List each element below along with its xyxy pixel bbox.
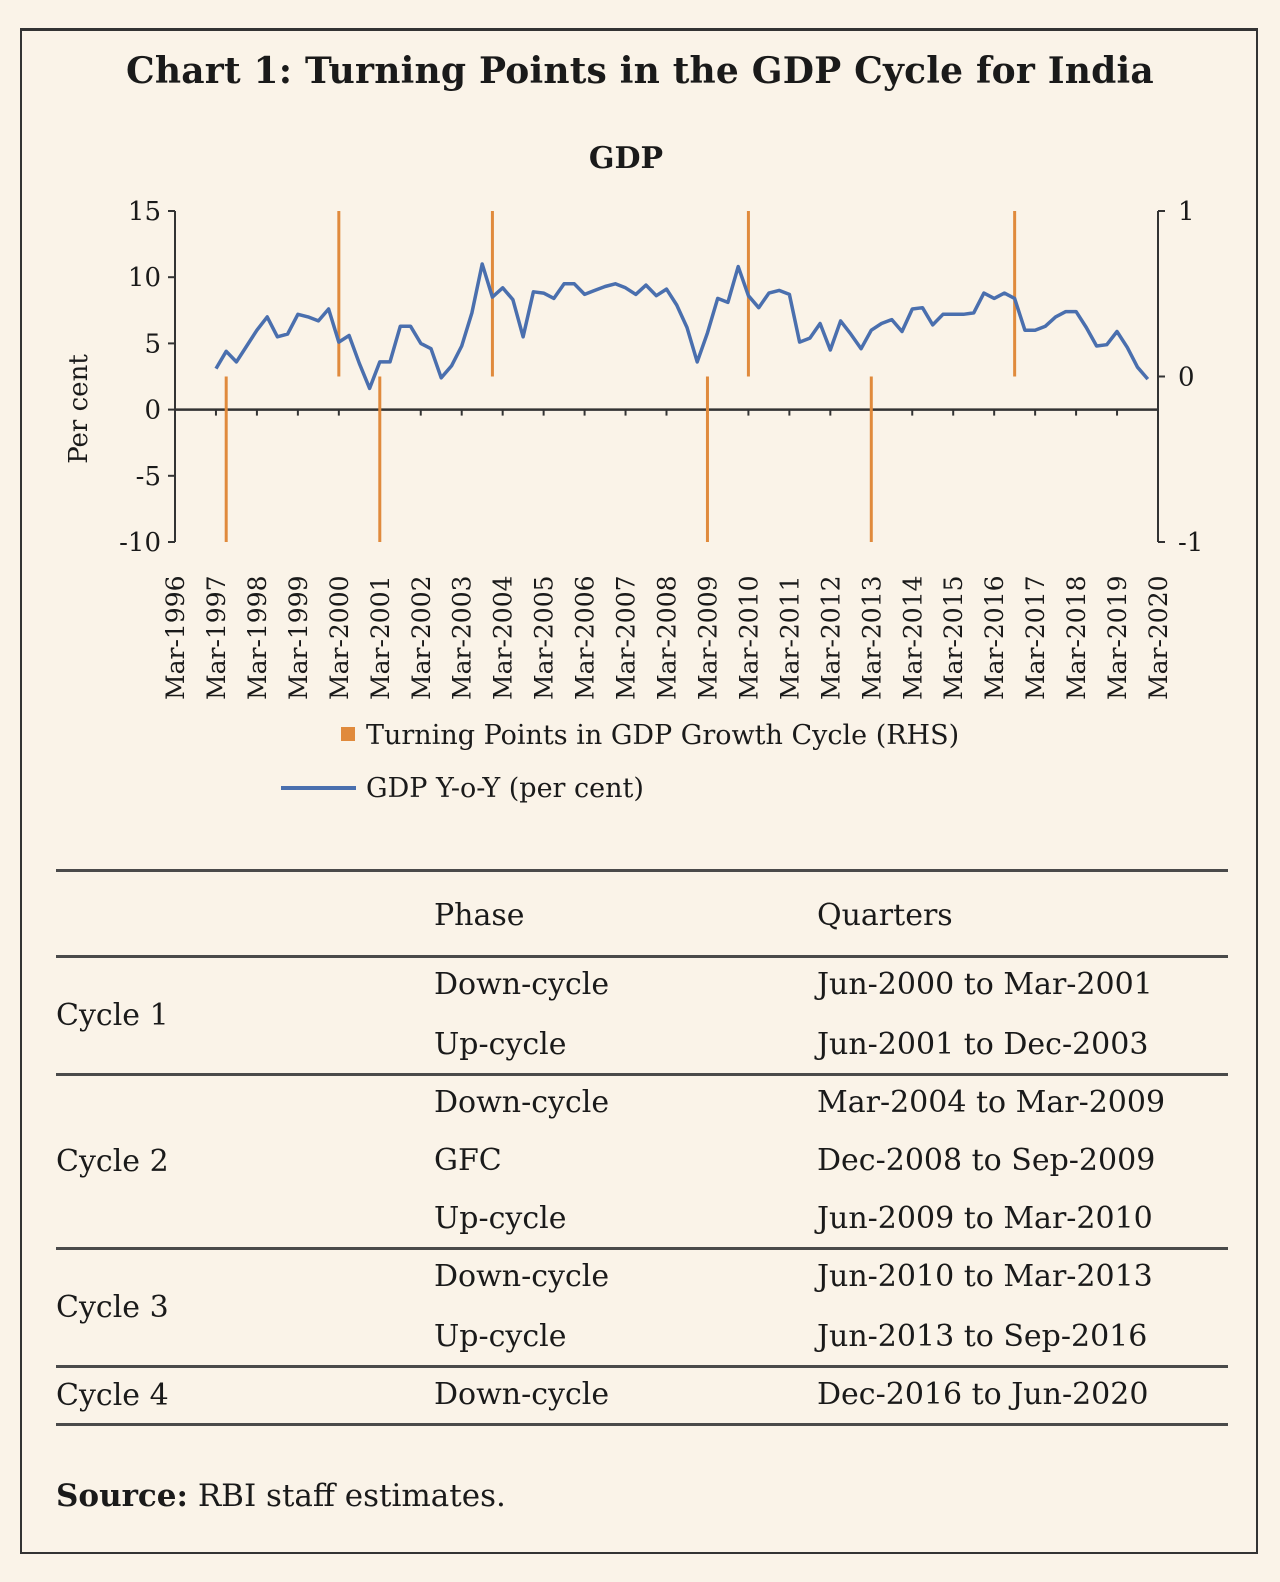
x-tick-label: Mar-1998 (243, 575, 272, 700)
source-note: Source: RBI staff estimates. (56, 1478, 506, 1514)
y-tick-label-right: 1 (1178, 197, 1195, 227)
x-tick-label: Mar-2010 (734, 575, 763, 700)
y-tick-label-left: 5 (144, 329, 161, 359)
y-tick-label-left: 0 (144, 396, 161, 426)
gdp-line (214, 262, 1150, 391)
x-tick-label: Mar-2011 (775, 575, 804, 700)
y-tick-label-left: 15 (128, 197, 161, 227)
quarters-cell: Dec-2016 to Jun-2020 (817, 1377, 1149, 1412)
y-tick-label-left: -5 (136, 462, 161, 492)
x-tick-label: Mar-2017 (1021, 575, 1050, 700)
y-tick-label-right: 0 (1178, 363, 1195, 393)
cycle-label: Cycle 4 (56, 1378, 169, 1413)
phase-cell: Up-cycle (434, 1201, 567, 1236)
chart-title: Chart 1: Turning Points in the GDP Cycle… (126, 50, 1154, 92)
quarters-cell: Jun-2009 to Mar-2010 (817, 1201, 1153, 1236)
quarters-cell: Jun-2013 to Sep-2016 (817, 1319, 1148, 1354)
y-tick-label-left: -10 (119, 528, 161, 558)
x-tick-label: Mar-2002 (407, 575, 436, 700)
x-tick-label: Mar-2019 (1103, 575, 1132, 700)
x-tick-label: Mar-2005 (530, 575, 559, 700)
x-tick-label: Mar-2009 (693, 575, 722, 700)
x-tick-label: Mar-2020 (1144, 575, 1173, 700)
table-top-rule (56, 869, 1228, 872)
x-tick-label: Mar-2006 (571, 575, 600, 700)
x-tick-label: Mar-2003 (448, 575, 477, 700)
quarters-cell: Jun-2010 to Mar-2013 (817, 1259, 1153, 1294)
x-tick-label: Mar-2001 (366, 575, 395, 700)
x-tick-label: Mar-2012 (816, 575, 845, 700)
group-rule (56, 1365, 1228, 1368)
x-tick-label: Mar-1999 (284, 575, 313, 700)
legend-swatch-turning-points (341, 727, 355, 741)
phase-cell: Down-cycle (434, 1259, 610, 1294)
source-label: Source: (56, 1478, 188, 1514)
group-rule (56, 1073, 1228, 1076)
cycle-label: Cycle 3 (56, 1290, 169, 1325)
quarters-cell: Mar-2004 to Mar-2009 (817, 1085, 1166, 1120)
y-axis-label: Per cent (64, 354, 94, 464)
phase-cell: Up-cycle (434, 1319, 567, 1354)
x-tick-label: Mar-2013 (857, 575, 886, 700)
x-tick-label: Mar-2015 (939, 575, 968, 700)
phase-cell: GFC (434, 1143, 502, 1178)
phase-cell: Down-cycle (434, 1377, 610, 1412)
group-rule (56, 1247, 1228, 1250)
chart-subtitle: GDP (589, 141, 663, 176)
legend-label-gdp: GDP Y-o-Y (per cent) (366, 773, 644, 804)
x-tick-label: Mar-2016 (980, 575, 1009, 700)
x-tick-label: Mar-2000 (325, 575, 354, 700)
x-tick-label: Mar-1997 (202, 575, 231, 700)
source-text: RBI staff estimates. (187, 1478, 506, 1514)
phase-cell: Down-cycle (434, 1085, 610, 1120)
x-tick-label: Mar-2008 (653, 575, 682, 700)
cycle-label: Cycle 2 (56, 1144, 169, 1179)
y-tick-label-left: 10 (128, 263, 161, 293)
header-rule (56, 955, 1228, 958)
phase-cell: Up-cycle (434, 1027, 567, 1062)
cycle-label: Cycle 1 (56, 998, 169, 1033)
x-tick-label: Mar-2014 (898, 575, 927, 700)
y-tick-label-right: -1 (1178, 528, 1203, 558)
header-phase: Phase (434, 898, 525, 933)
quarters-cell: Jun-2000 to Mar-2001 (817, 967, 1153, 1002)
x-tick-label: Mar-1996 (161, 575, 190, 700)
header-quarters: Quarters (817, 898, 953, 933)
quarters-cell: Jun-2001 to Dec-2003 (817, 1027, 1149, 1062)
group-rule (56, 1423, 1228, 1426)
x-tick-label: Mar-2004 (489, 575, 518, 700)
legend-label-turning-points: Turning Points in GDP Growth Cycle (RHS) (366, 720, 959, 751)
quarters-cell: Dec-2008 to Sep-2009 (817, 1143, 1156, 1178)
x-tick-label: Mar-2018 (1062, 575, 1091, 700)
phase-cell: Down-cycle (434, 967, 610, 1002)
chart-frame (20, 28, 1258, 1554)
x-tick-label: Mar-2007 (612, 575, 641, 700)
